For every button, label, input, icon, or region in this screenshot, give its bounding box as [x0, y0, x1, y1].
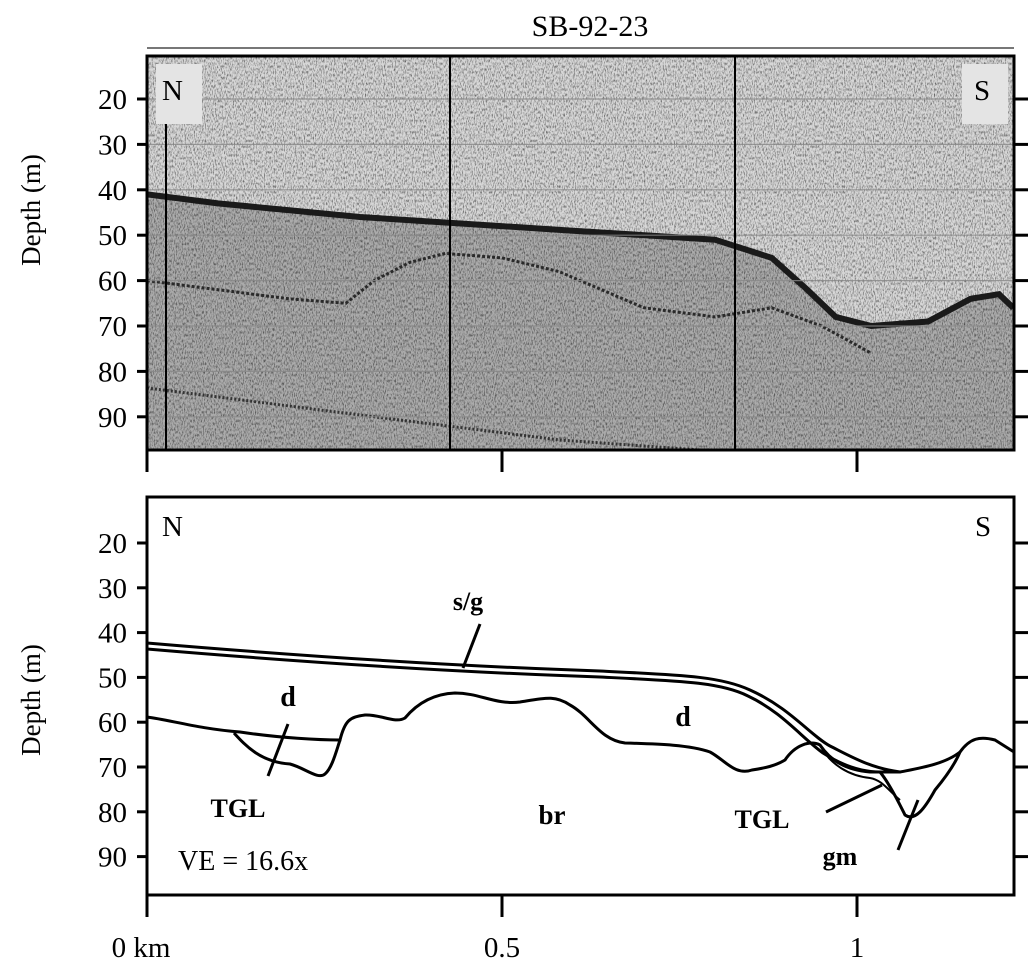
y-tick-label: 30: [98, 129, 127, 161]
interpretation-frame: [145, 495, 1016, 897]
seafloor-line: [146, 641, 901, 774]
unit-label-d-right: d: [675, 702, 691, 733]
record-grid-lines: [147, 98, 1014, 418]
y-tick-label: 70: [98, 311, 127, 343]
record-frame: [145, 54, 1016, 452]
bottom-y-axis: 20 30 40 50 60 70 80 90: [98, 528, 1028, 874]
seafloor-line-base: [146, 647, 881, 774]
y-tick-label: 40: [98, 618, 127, 650]
north-label-box: [156, 64, 202, 124]
north-label: N: [162, 75, 183, 107]
y-tick-label: 80: [98, 356, 127, 388]
top-y-axis-label: Depth (m): [16, 154, 46, 266]
bottom-y-axis-label: Depth (m): [16, 644, 46, 756]
tgl-left-unit: [232, 731, 342, 778]
y-tick-label: 60: [98, 707, 127, 739]
tgl-left-leader: [266, 723, 290, 777]
south-label: S: [975, 511, 991, 543]
y-tick-label: 50: [98, 662, 127, 694]
gm-leader: [896, 799, 920, 851]
seismic-record-panel: N S 20 30 40 50 60 70 80 90 Depth (m): [16, 47, 1028, 472]
north-label: N: [162, 511, 183, 543]
y-tick-label: 90: [98, 402, 127, 434]
south-label-box: [962, 64, 1008, 124]
vertical-exaggeration-label: VE = 16.6x: [178, 846, 308, 877]
unit-label-sg: s/g: [453, 587, 483, 616]
x-tick-label: 0 km: [112, 932, 171, 961]
bedrock-surface: [146, 691, 1015, 774]
bedrock-reflector: [147, 251, 872, 355]
y-tick-label: 30: [98, 573, 127, 605]
top-x-axis: [145, 450, 859, 472]
tgl-right-leader: [825, 783, 883, 814]
tgl-right-boundary: [819, 744, 901, 801]
unit-label-d-left: d: [280, 682, 296, 713]
bottom-x-axis: 0 km 0.5 1: [112, 895, 865, 961]
unit-label-tgl-right: TGL: [735, 805, 790, 834]
seafloor-reflector: [147, 191, 1014, 330]
y-tick-label: 20: [98, 528, 127, 560]
y-tick-label: 40: [98, 175, 127, 207]
x-tick-label: 0.5: [484, 932, 520, 961]
y-tick-label: 70: [98, 752, 127, 784]
y-tick-label: 80: [98, 797, 127, 829]
sg-leader: [461, 623, 482, 669]
y-tick-label: 60: [98, 266, 127, 298]
top-y-axis: 20 30 40 50 60 70 80 90: [98, 84, 1028, 434]
x-tick-label: 1: [850, 932, 865, 961]
unit-label-gm: gm: [823, 842, 858, 871]
subbottom-noise: [147, 56, 1014, 450]
y-tick-label: 50: [98, 220, 127, 252]
y-tick-label: 20: [98, 84, 127, 116]
figure-title: SB-92-23: [532, 10, 649, 43]
unit-label-br: br: [539, 800, 566, 830]
south-label: S: [974, 75, 990, 107]
interpretation-panel: N S s/g d d TGL br TGL gm VE = 16.6x 20 3…: [16, 495, 1028, 961]
unit-label-tgl-left: TGL: [211, 794, 266, 823]
y-tick-label: 90: [98, 842, 127, 874]
